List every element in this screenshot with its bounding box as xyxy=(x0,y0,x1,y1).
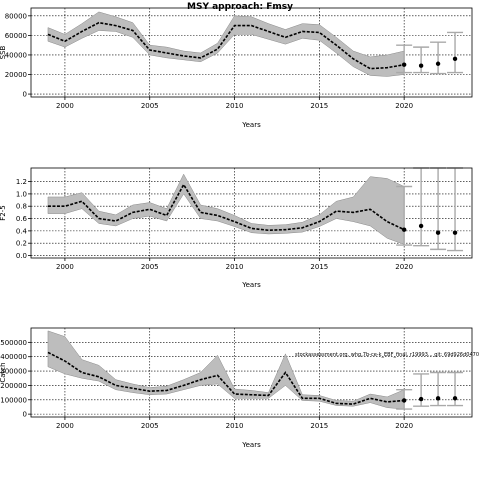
y-tick-label: 40000 xyxy=(5,51,27,59)
y-tick-label: 1.2 xyxy=(16,178,27,186)
forecast-point xyxy=(401,398,407,403)
x-tick-label: 2020 xyxy=(395,263,413,271)
x-axis-label: Years xyxy=(241,121,261,129)
x-tick-label: 2005 xyxy=(141,422,159,430)
x-tick-label: 2000 xyxy=(56,102,74,110)
y-tick-label: 500000 xyxy=(0,339,27,347)
y-tick-label: 0.8 xyxy=(16,203,27,211)
y-tick-label: 0.0 xyxy=(16,252,27,260)
x-tick-label: 2000 xyxy=(56,263,74,271)
x-tick-label: 2015 xyxy=(310,422,328,430)
y-tick-label: 0.6 xyxy=(16,215,28,223)
panel-fbar: 2000 2005 2010 2015 2020 0.0 0.2 0.4 0.6 0.8 1.0 1.… xyxy=(0,167,473,289)
plot-frame xyxy=(30,167,473,259)
y-tick-label: 60000 xyxy=(5,32,27,40)
x-axis-label: Years xyxy=(241,281,261,289)
y-tick-label: 100000 xyxy=(0,396,27,404)
forecast-point xyxy=(418,63,424,68)
x-axis-label: Years xyxy=(241,441,261,449)
x-tick-label: 2010 xyxy=(226,422,244,430)
x-tick-label: 2005 xyxy=(141,102,159,110)
x-tick-label: 2005 xyxy=(141,263,159,271)
x-tick-label: 2015 xyxy=(310,263,328,271)
y-tick-label: 0 xyxy=(23,91,27,99)
y-tick-label: 0 xyxy=(23,411,27,419)
x-tick-label: 2000 xyxy=(56,422,74,430)
figure-title: MSY approach: Fmsy xyxy=(187,2,293,12)
y-tick-label: 300000 xyxy=(0,368,27,376)
panel-ssb: 2000 2005 2010 2015 2020 0 20000 40000 60000 8000… xyxy=(0,7,473,129)
y-tick-label: 0.2 xyxy=(16,240,27,248)
forecast-point xyxy=(401,62,407,67)
y-tick-label: 200000 xyxy=(0,382,27,390)
confidence-band xyxy=(47,173,405,245)
plot-frame xyxy=(30,7,473,98)
x-tick-label: 2020 xyxy=(395,422,413,430)
forecast-point xyxy=(401,227,407,232)
forecast-point xyxy=(418,396,424,402)
forecast-point xyxy=(452,396,458,401)
forecast-point xyxy=(452,230,458,235)
y-tick-label: 20000 xyxy=(5,71,27,79)
panel-catch: 2000 2005 2010 2015 2020 0 100000 200000 300000 4… xyxy=(0,327,473,449)
forecast-point xyxy=(418,223,424,229)
x-tick-label: 2010 xyxy=(226,263,244,271)
estimate-line xyxy=(47,351,405,405)
y-tick-label: 400000 xyxy=(0,353,27,361)
y-tick-label: 80000 xyxy=(5,12,27,20)
forecast-point xyxy=(435,230,441,235)
y-tick-label: 0.4 xyxy=(16,227,28,235)
y-axis-label: SSB xyxy=(0,45,7,59)
x-tick-label: 2010 xyxy=(226,102,244,110)
plot-frame xyxy=(30,327,473,418)
y-axis-label: Catch xyxy=(0,362,7,382)
y-axis-label: F2-5 xyxy=(0,205,7,220)
forecast-point xyxy=(435,61,441,66)
y-tick-label: 1.0 xyxy=(16,190,27,198)
x-tick-label: 2015 xyxy=(310,102,328,110)
forecast-point xyxy=(435,396,441,401)
forecast-point xyxy=(452,56,458,62)
estimate-line xyxy=(47,183,405,232)
x-tick-label: 2020 xyxy=(395,102,413,110)
confidence-band xyxy=(47,11,405,77)
estimate-line xyxy=(47,21,405,70)
stockassessment-note: stockassessment.org, whg.7b-ce-k_EBF_fin… xyxy=(295,352,479,358)
